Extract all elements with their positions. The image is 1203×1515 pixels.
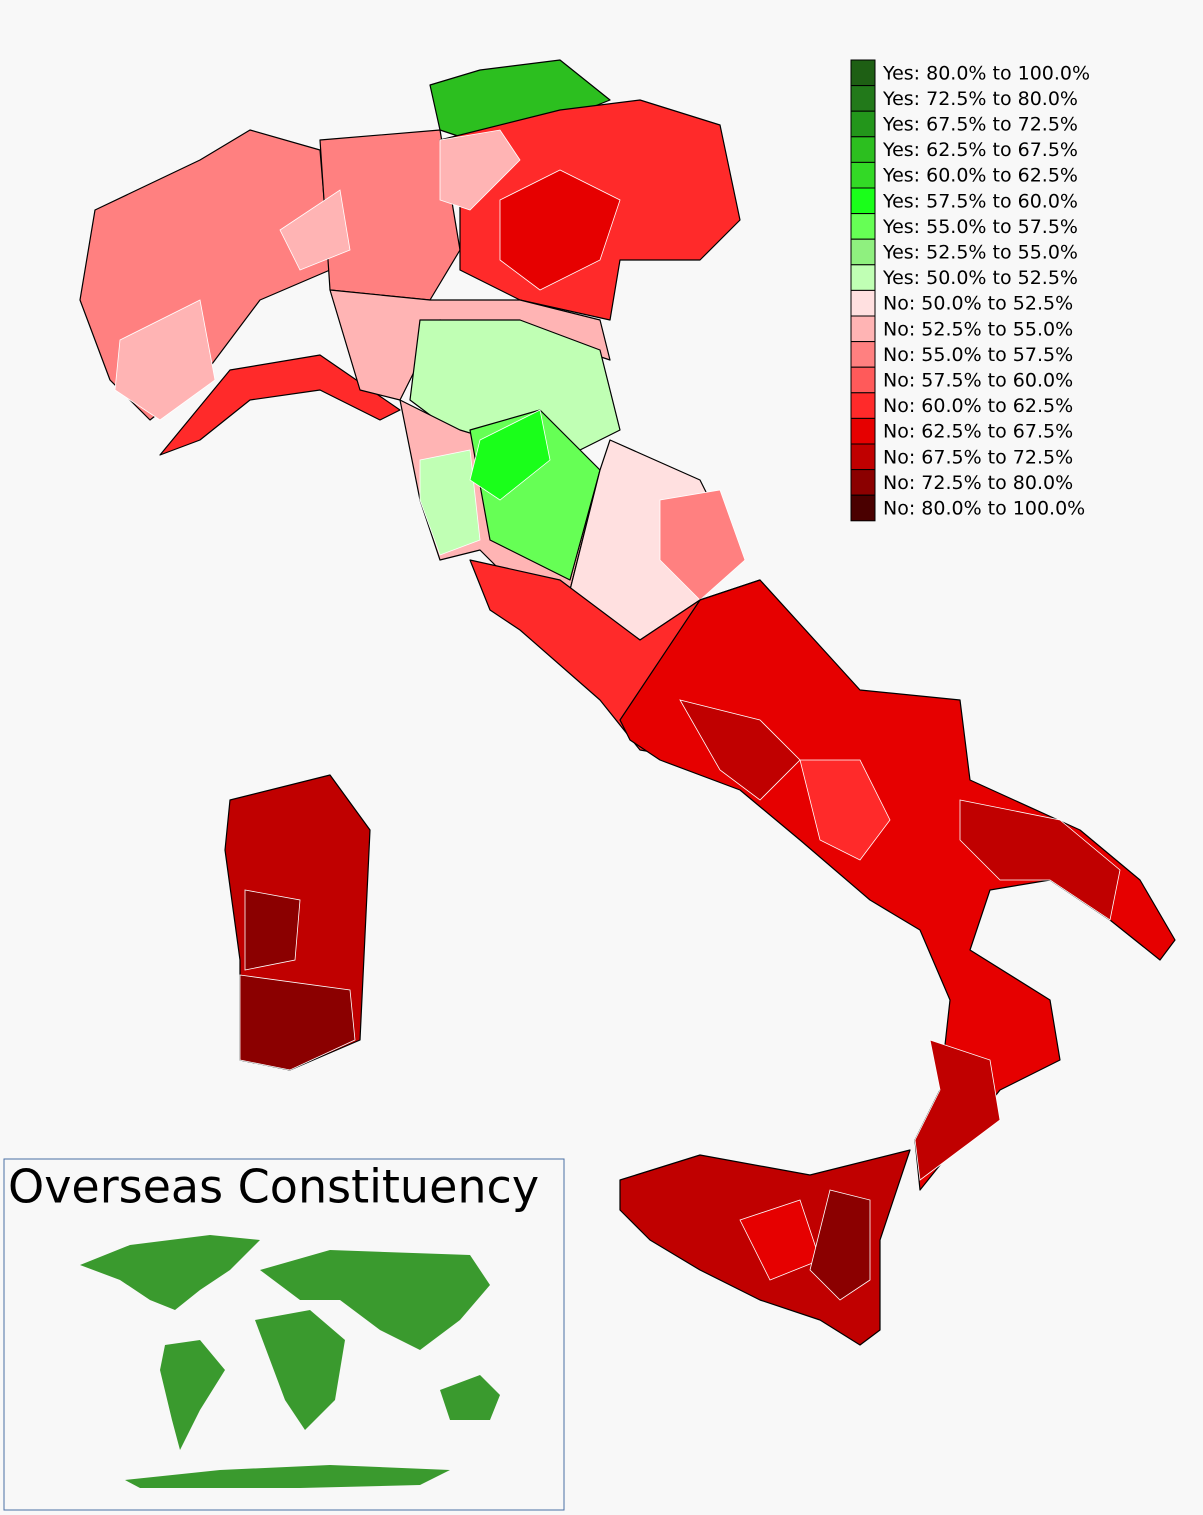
- continent: [440, 1375, 500, 1420]
- legend-swatch: [850, 315, 876, 343]
- region: [659, 489, 746, 601]
- region: [469, 409, 551, 501]
- legend-label: Yes: 52.5% to 55.0%: [882, 242, 1078, 264]
- region: [279, 189, 351, 271]
- legend-swatch: [850, 494, 876, 522]
- legend-swatch: [850, 161, 876, 189]
- legend-label: Yes: 80.0% to 100.0%: [882, 62, 1090, 84]
- continent: [260, 1250, 490, 1350]
- legend-swatch: [850, 213, 876, 240]
- region: [319, 129, 461, 301]
- legend-label: No: 57.5% to 60.0%: [883, 370, 1073, 392]
- legend-swatch: [850, 136, 876, 163]
- world-map: [80, 1235, 500, 1488]
- region: [914, 1039, 1001, 1181]
- legend-label: Yes: 67.5% to 72.5%: [882, 114, 1078, 136]
- region: [679, 699, 801, 801]
- legend: Yes: 80.0% to 100.0% Yes: 72.5% to 80.0% Y…: [850, 59, 1090, 522]
- region: [499, 169, 621, 291]
- legend-label: Yes: 60.0% to 62.5%: [882, 165, 1078, 187]
- legend-swatch: [850, 289, 876, 317]
- legend-swatch: [850, 59, 876, 87]
- region: [239, 974, 356, 1071]
- legend-label: Yes: 55.0% to 57.5%: [882, 216, 1078, 238]
- region: [114, 299, 216, 421]
- legend-label: No: 60.0% to 62.5%: [883, 395, 1073, 417]
- legend-swatch: [850, 110, 876, 138]
- legend-swatch: [850, 264, 876, 291]
- region: [409, 319, 621, 461]
- region: [159, 354, 401, 456]
- legend-swatch: [850, 366, 876, 394]
- legend-label: Yes: 72.5% to 80.0%: [882, 88, 1078, 110]
- region: [799, 759, 891, 861]
- legend-swatch: [850, 85, 876, 112]
- legend-label: Yes: 50.0% to 52.5%: [882, 267, 1078, 289]
- region: [959, 799, 1121, 921]
- legend-label: No: 67.5% to 72.5%: [883, 446, 1073, 468]
- legend-swatch: [850, 341, 876, 368]
- legend-label: Yes: 62.5% to 67.5%: [882, 139, 1078, 161]
- legend-swatch: [850, 469, 876, 496]
- region: [419, 449, 481, 556]
- continent: [255, 1310, 345, 1430]
- region: [439, 129, 521, 211]
- legend-label: No: 72.5% to 80.0%: [883, 472, 1073, 494]
- legend-label: No: 52.5% to 55.0%: [883, 318, 1073, 340]
- legend-label: No: 50.0% to 52.5%: [883, 293, 1073, 315]
- region: [244, 889, 301, 971]
- continent: [125, 1465, 450, 1488]
- legend-swatch: [850, 443, 876, 471]
- inset-title: Overseas Constituency: [8, 1160, 539, 1214]
- legend-swatch: [850, 238, 876, 266]
- italy-regions: [79, 59, 1176, 1346]
- legend-label: No: 55.0% to 57.5%: [883, 344, 1073, 366]
- legend-swatch: [850, 392, 876, 419]
- legend-label: No: 80.0% to 100.0%: [883, 498, 1085, 520]
- legend-swatch: [850, 417, 876, 445]
- continent: [160, 1340, 225, 1450]
- legend-swatch: [850, 187, 876, 215]
- legend-label: No: 62.5% to 67.5%: [883, 421, 1073, 443]
- region: [809, 1189, 871, 1301]
- continent: [80, 1235, 260, 1310]
- legend-label: Yes: 57.5% to 60.0%: [882, 190, 1078, 212]
